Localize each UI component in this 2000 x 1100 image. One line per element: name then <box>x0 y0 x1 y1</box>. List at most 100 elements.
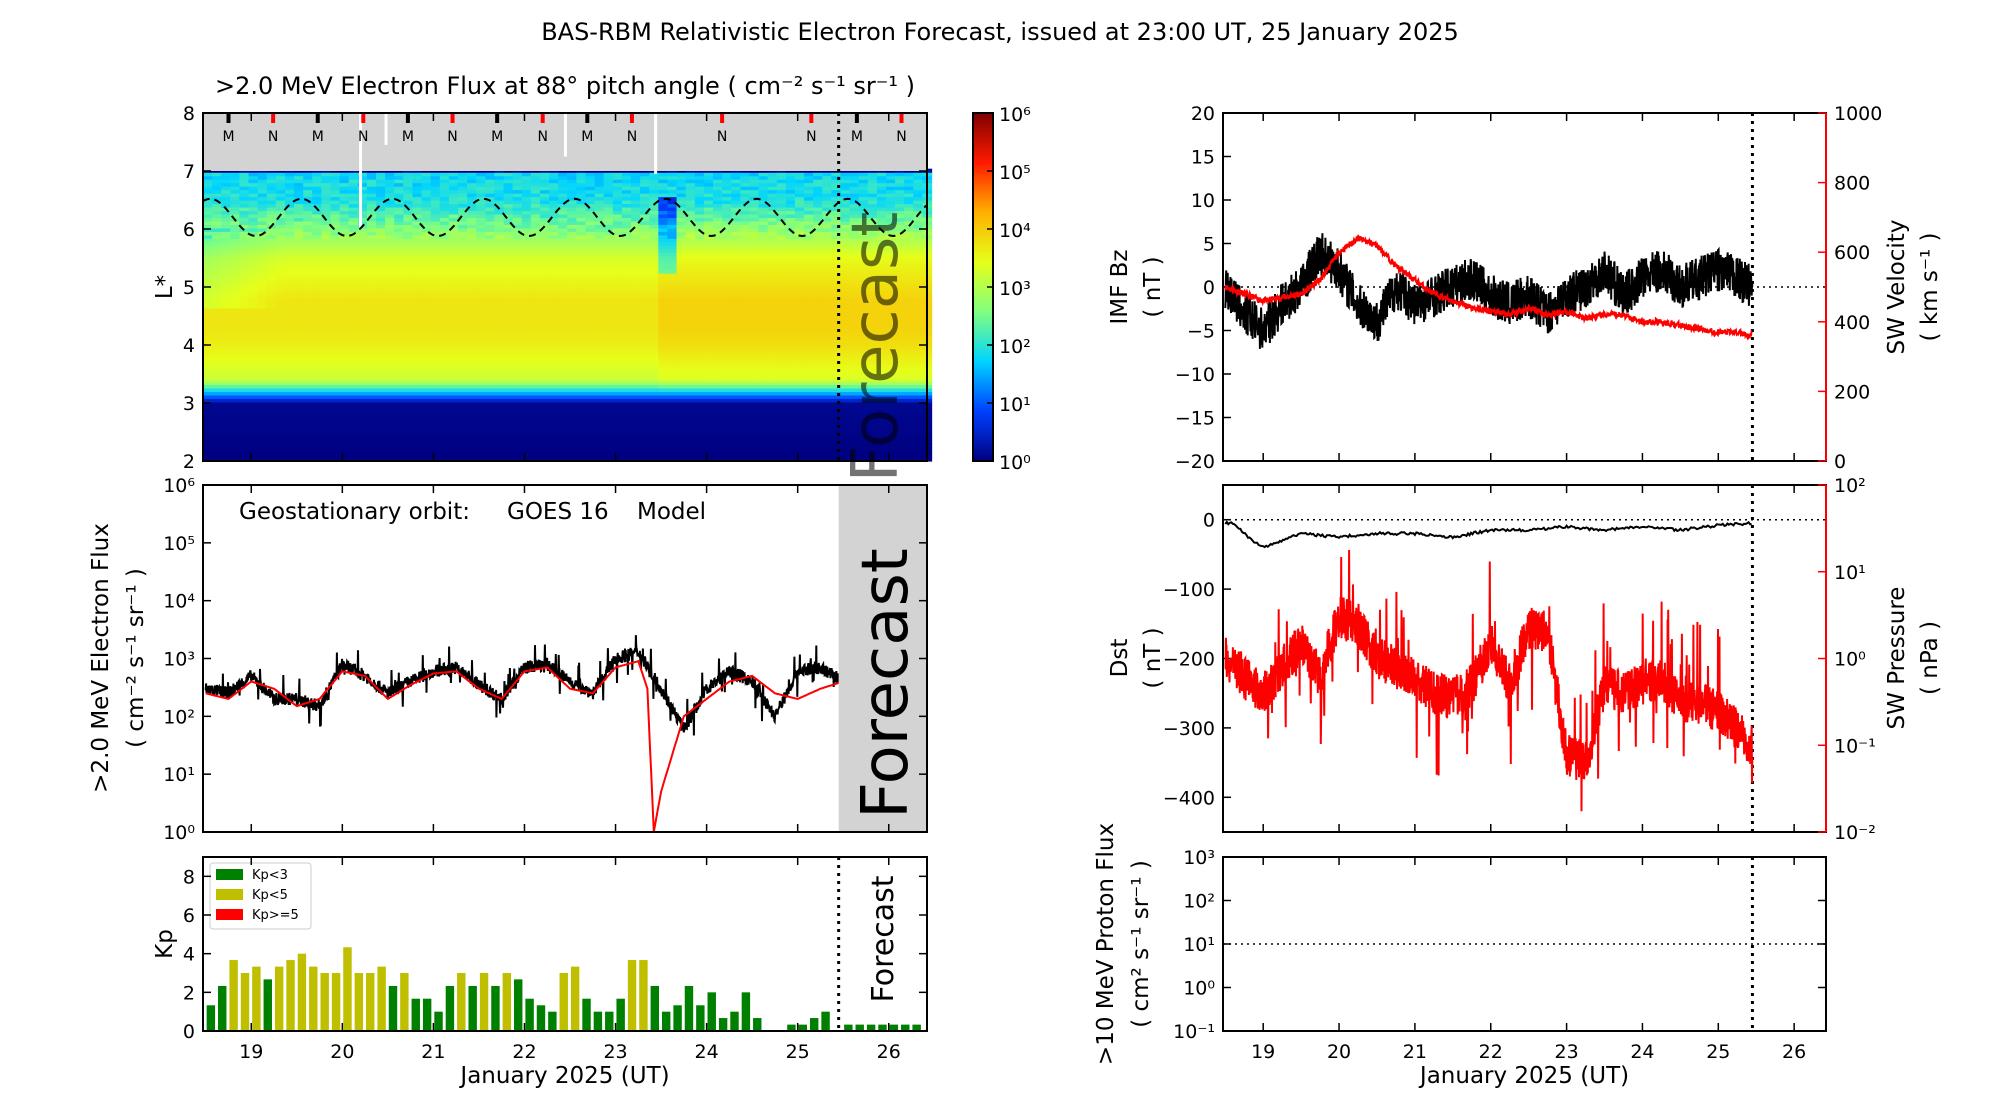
heatmap-cell <box>485 443 496 448</box>
heatmap-cell <box>203 429 213 434</box>
heatmap-cell <box>558 380 568 386</box>
heatmap-cell <box>476 415 486 420</box>
heatmap-cell <box>339 450 350 455</box>
heatmap-cell <box>230 440 241 445</box>
heatmap-cell <box>567 408 577 413</box>
heatmap-cell <box>366 200 377 205</box>
heatmap-cell <box>284 241 295 246</box>
heatmap-cell <box>303 412 313 417</box>
heatmap-cell <box>212 300 222 305</box>
heatmap-cell <box>712 220 723 225</box>
heatmap-cell <box>266 394 277 399</box>
heatmap-cell <box>740 384 751 389</box>
heatmap-cell <box>631 241 641 246</box>
heatmap-cell <box>394 412 404 417</box>
heatmap-cell <box>558 293 568 299</box>
heatmap-cell <box>594 436 605 441</box>
heatmap-cell <box>275 374 286 379</box>
heatmap-cell <box>740 401 751 406</box>
heatmap-cell <box>439 440 450 445</box>
heatmap-cell <box>658 429 669 434</box>
heatmap-cell <box>221 374 231 379</box>
heatmap-cell <box>722 241 732 246</box>
heatmap-cell <box>321 325 332 330</box>
heatmap-cell <box>585 440 596 445</box>
heatmap-cell <box>576 290 587 295</box>
heatmap-cell <box>649 231 659 236</box>
heatmap-cell <box>275 412 286 417</box>
heatmap-cell <box>394 304 404 309</box>
heatmap-cell <box>403 273 414 278</box>
heatmap-cell <box>567 384 577 389</box>
heatmap-cell <box>457 175 468 180</box>
heatmap-cell <box>567 210 577 215</box>
heatmap-cell <box>284 394 295 399</box>
heatmap-cell <box>321 384 332 389</box>
heatmap-cell <box>394 321 404 326</box>
heatmap-cell <box>203 217 213 222</box>
heatmap-cell <box>530 328 541 333</box>
heatmap-cell <box>576 321 587 326</box>
heatmap-cell <box>376 210 386 215</box>
heatmap-cell <box>339 457 350 462</box>
heatmap-cell <box>303 300 313 305</box>
heatmap-cell <box>403 300 414 305</box>
heatmap-cell <box>339 186 350 191</box>
heatmap-cell <box>239 426 250 431</box>
heatmap-cell <box>530 231 541 236</box>
heatmap-cell <box>658 297 669 302</box>
heatmap-cell <box>376 401 386 406</box>
heatmap-cell <box>512 175 523 180</box>
heatmap-cell <box>439 248 450 253</box>
heatmap-cell <box>385 426 395 431</box>
heatmap-cell <box>539 248 550 253</box>
heatmap-cell <box>330 422 341 427</box>
heatmap-cell <box>731 422 741 427</box>
heatmap-cell <box>221 182 231 187</box>
heatmap-cell <box>694 300 705 305</box>
heatmap-cell <box>539 339 550 344</box>
heatmap-cell <box>485 300 496 305</box>
heatmap-cell <box>230 415 241 420</box>
heatmap-cell <box>467 304 477 309</box>
heatmap-cell <box>221 342 231 347</box>
heatmap-cell <box>366 318 377 323</box>
heatmap-cell <box>366 433 377 438</box>
heatmap-cell <box>239 266 250 271</box>
heatmap-cell <box>321 433 332 438</box>
heatmap-cell <box>594 182 605 187</box>
heatmap-cell <box>203 394 213 399</box>
heatmap-cell <box>494 429 505 434</box>
heatmap-cell <box>539 346 550 351</box>
heatmap-cell <box>485 203 496 208</box>
heatmap-cell <box>676 231 687 236</box>
heatmap-cell <box>394 454 404 459</box>
heatmap-cell <box>685 297 696 302</box>
heatmap-cell <box>239 433 250 438</box>
heatmap-cell <box>412 255 423 260</box>
heatmap-cell <box>558 213 568 218</box>
heatmap-cell <box>512 179 523 184</box>
heatmap-cell <box>603 335 614 340</box>
heatmap-cell <box>712 311 723 316</box>
heatmap-cell <box>357 398 368 403</box>
heatmap-cell <box>239 349 250 354</box>
heatmap-cell <box>412 401 423 406</box>
heatmap-cell <box>694 332 705 337</box>
heatmap-cell <box>731 321 741 326</box>
heatmap-cell <box>321 353 332 358</box>
heatmap-cell <box>376 245 386 250</box>
heatmap-cell <box>485 276 496 281</box>
heatmap-cell <box>239 353 250 358</box>
heatmap-cell <box>248 193 259 198</box>
heatmap-cell <box>530 234 541 239</box>
heatmap-cell <box>212 220 222 225</box>
heatmap-cell <box>494 346 505 351</box>
heatmap-cell <box>594 172 605 177</box>
heatmap-cell <box>457 398 468 403</box>
heatmap-cell <box>376 394 386 399</box>
heatmap-cell <box>712 273 723 278</box>
heatmap-cell <box>667 182 678 187</box>
heatmap-cell <box>521 172 532 177</box>
heatmap-cell <box>448 391 459 396</box>
